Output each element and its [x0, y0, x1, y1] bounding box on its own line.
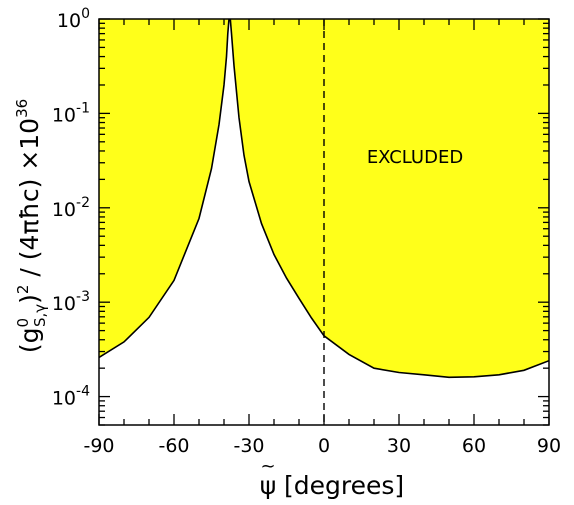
y-axis-title-text: (g0S,γ)2 / (4πħc) ×1036: [13, 99, 49, 353]
excluded-region-group: [99, 19, 549, 378]
excluded-annotation: EXCLUDED: [367, 147, 463, 168]
y-tick-label: 10-1: [52, 100, 90, 126]
x-tick-label: -30: [233, 435, 264, 457]
x-tick-label: 0: [318, 435, 330, 457]
y-title-sub: S,γ: [31, 304, 49, 327]
y-tick-labels: 10-4 10-3 10-2 10-1 100: [52, 6, 90, 410]
y-title-close: ): [15, 294, 44, 304]
x-tick-label: -60: [158, 435, 189, 457]
x-tick-label: 30: [387, 435, 411, 457]
y-title-power: 2: [14, 285, 32, 295]
y-title-middle: / (4πħc) ×10: [15, 118, 44, 285]
x-tick-labels: -90 -60 -30 0 30 60 90: [83, 435, 561, 457]
y-tick-label: 100: [57, 6, 90, 32]
y-title-sup: 0: [14, 318, 32, 328]
x-axis-title: ψ ~ [degrees]: [260, 456, 404, 500]
y-tick-label: 10-2: [52, 195, 90, 221]
boundary-curve-group: [99, 19, 549, 379]
y-tick-label: 10-3: [52, 289, 90, 315]
x-axis-unit: [degrees]: [284, 471, 404, 500]
exclusion-boundary-line: [99, 19, 549, 379]
x-tick-label: 90: [537, 435, 561, 457]
y-title-open: (g: [15, 328, 44, 354]
y-axis-title: (g0S,γ)2 / (4πħc) ×1036: [13, 99, 49, 353]
x-axis-symbol: ψ: [260, 471, 277, 500]
excluded-region-fill: [99, 19, 549, 378]
x-tick-label: -90: [83, 435, 114, 457]
y-tick-label: 10-4: [52, 384, 90, 410]
axis-ticks: [98, 18, 550, 426]
y-title-exp: 36: [13, 99, 31, 118]
x-axis-accent: ~: [260, 456, 275, 477]
x-tick-label: 60: [462, 435, 486, 457]
